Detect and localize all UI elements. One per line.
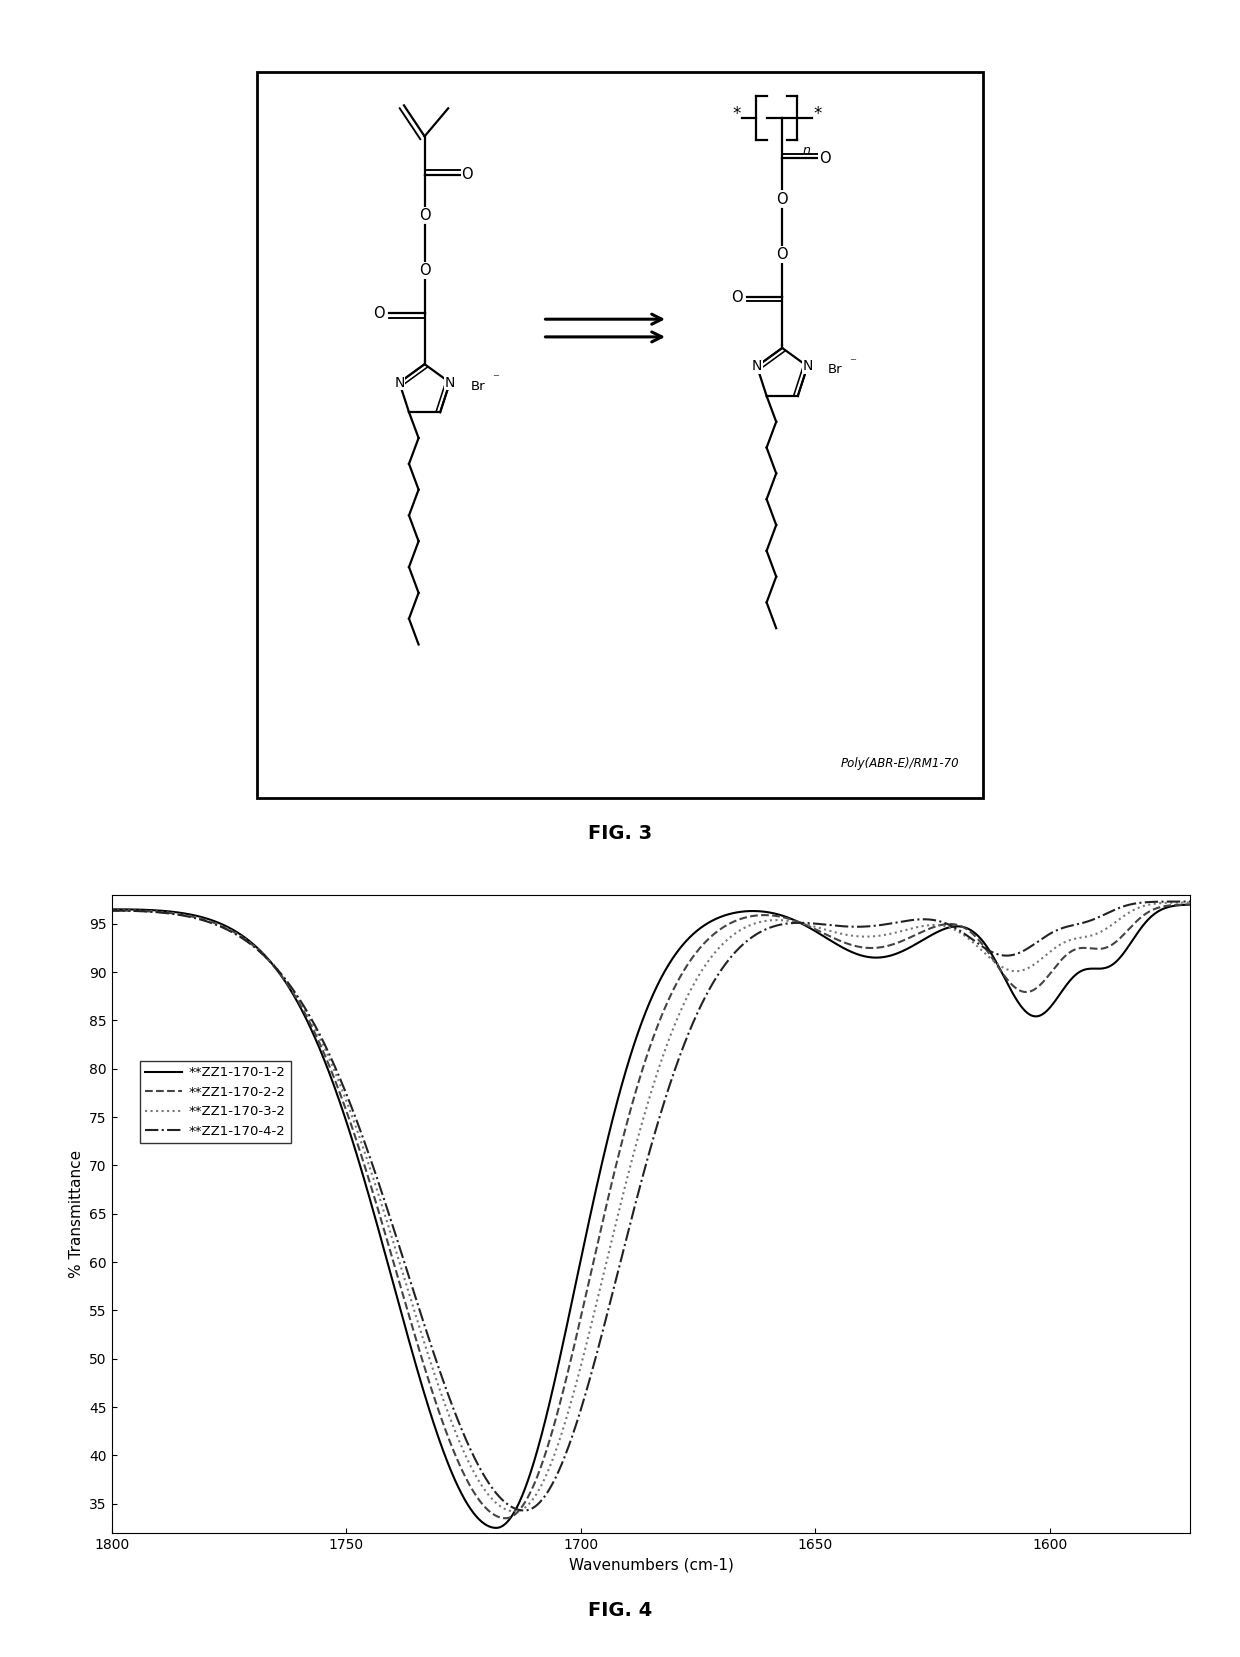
Text: O: O (373, 307, 384, 321)
Text: n: n (802, 144, 811, 157)
**ZZ1-170-2-2 (600, 1188, 615, 1208)
**ZZ1-170-3-2 (1152, 893, 1167, 913)
Line: **ZZ1-170-2-2: **ZZ1-170-2-2 (112, 905, 1190, 1518)
**ZZ1-170-4-2 (954, 921, 968, 941)
**ZZ1-170-4-2 (159, 903, 174, 923)
**ZZ1-170-4-2 (600, 1301, 615, 1321)
**ZZ1-170-2-2 (629, 1079, 644, 1099)
**ZZ1-170-1-2 (104, 900, 119, 920)
Text: O: O (419, 263, 430, 278)
**ZZ1-170-4-2 (1183, 891, 1198, 911)
**ZZ1-170-3-2 (159, 903, 174, 923)
**ZZ1-170-4-2 (1152, 891, 1167, 911)
Text: Br: Br (470, 379, 485, 393)
Legend: **ZZ1-170-1-2, **ZZ1-170-2-2, **ZZ1-170-3-2, **ZZ1-170-4-2: **ZZ1-170-1-2, **ZZ1-170-2-2, **ZZ1-170-… (140, 1060, 290, 1143)
Text: FIG. 3: FIG. 3 (588, 824, 652, 843)
**ZZ1-170-4-2 (517, 1501, 532, 1521)
**ZZ1-170-1-2 (1152, 901, 1167, 921)
Text: N: N (802, 360, 812, 373)
Text: N: N (751, 360, 763, 373)
**ZZ1-170-3-2 (104, 900, 119, 920)
Text: *: * (813, 104, 822, 123)
Text: O: O (776, 247, 789, 262)
**ZZ1-170-2-2 (1183, 895, 1198, 915)
**ZZ1-170-1-2 (1183, 895, 1198, 915)
Text: ⁻: ⁻ (492, 373, 498, 386)
**ZZ1-170-4-2 (1152, 891, 1167, 911)
**ZZ1-170-3-2 (954, 923, 968, 943)
Line: **ZZ1-170-4-2: **ZZ1-170-4-2 (112, 901, 1190, 1511)
Text: O: O (461, 167, 474, 182)
Text: O: O (730, 290, 743, 305)
**ZZ1-170-4-2 (629, 1188, 644, 1208)
**ZZ1-170-1-2 (159, 901, 174, 921)
Text: Poly(ABR-E)/RM1-70: Poly(ABR-E)/RM1-70 (841, 757, 960, 769)
Text: Br: Br (828, 363, 843, 376)
**ZZ1-170-2-2 (1152, 898, 1167, 918)
Text: *: * (733, 104, 740, 123)
**ZZ1-170-3-2 (1152, 893, 1167, 913)
**ZZ1-170-1-2 (489, 1518, 503, 1538)
Text: O: O (776, 192, 789, 207)
**ZZ1-170-3-2 (1183, 893, 1198, 913)
Text: N: N (445, 376, 455, 389)
**ZZ1-170-1-2 (629, 1027, 644, 1047)
**ZZ1-170-3-2 (629, 1132, 644, 1152)
**ZZ1-170-2-2 (104, 901, 119, 921)
Text: O: O (419, 207, 430, 222)
**ZZ1-170-3-2 (600, 1246, 615, 1266)
**ZZ1-170-3-2 (507, 1501, 522, 1521)
**ZZ1-170-1-2 (1152, 901, 1167, 921)
**ZZ1-170-2-2 (1152, 898, 1167, 918)
Y-axis label: % Transmittance: % Transmittance (68, 1150, 83, 1278)
**ZZ1-170-1-2 (600, 1127, 615, 1147)
**ZZ1-170-1-2 (954, 916, 968, 936)
Text: O: O (820, 151, 831, 166)
**ZZ1-170-4-2 (104, 901, 119, 921)
X-axis label: Wavenumbers (cm-1): Wavenumbers (cm-1) (569, 1558, 733, 1572)
Text: N: N (394, 376, 404, 389)
Text: FIG. 4: FIG. 4 (588, 1601, 652, 1621)
**ZZ1-170-2-2 (954, 916, 968, 936)
Text: ⁻: ⁻ (849, 356, 857, 370)
Line: **ZZ1-170-1-2: **ZZ1-170-1-2 (112, 905, 1190, 1528)
**ZZ1-170-2-2 (159, 903, 174, 923)
Line: **ZZ1-170-3-2: **ZZ1-170-3-2 (112, 903, 1190, 1511)
**ZZ1-170-2-2 (498, 1508, 513, 1528)
